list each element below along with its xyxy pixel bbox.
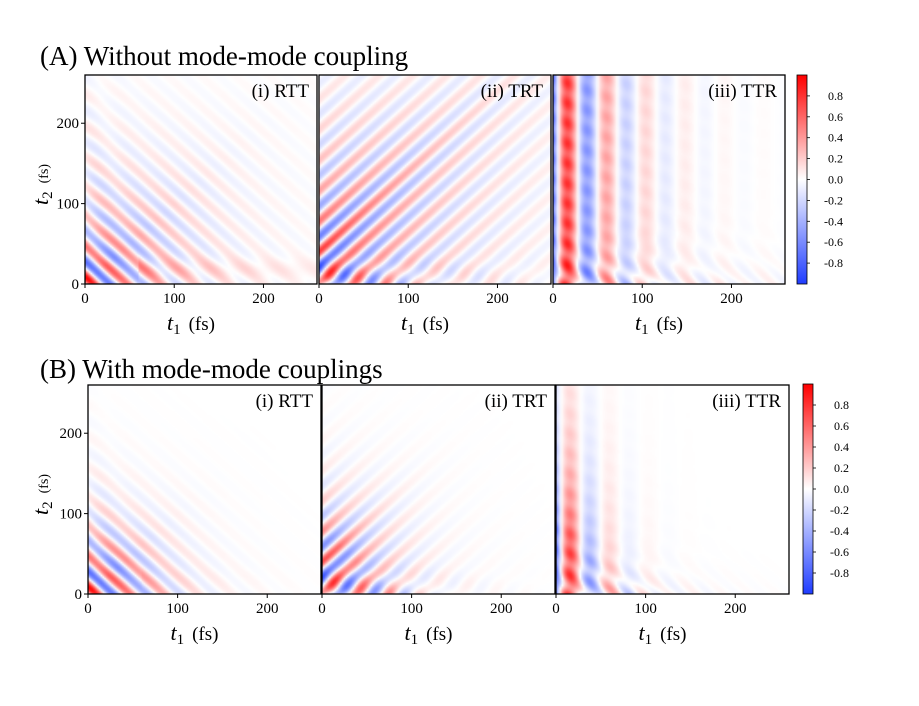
x-tick-label: 0: [552, 601, 560, 617]
x-axis-label: t1 (fs): [635, 310, 683, 338]
x-tick-label: 100: [400, 601, 423, 617]
x-tick-label: 100: [166, 601, 189, 617]
plot-frame: [552, 74, 786, 285]
x-tick-label: 100: [163, 291, 186, 307]
heatmap-panel-trt: (ii) TRT 0 100 200 t1 (fs): [315, 74, 552, 338]
x-tick-label: 200: [256, 601, 279, 617]
x-tick-label: 100: [397, 291, 420, 307]
x-tick-label: 100: [631, 291, 654, 307]
plot-frame: [84, 74, 318, 285]
colorbar-tick-label: -0.8: [830, 566, 849, 580]
colorbar-tick-label: -0.6: [830, 545, 849, 559]
heatmap-image: [322, 385, 555, 594]
colorbar-tick-label: 0.6: [828, 110, 843, 124]
plot-frame: [555, 384, 790, 595]
figure-row-a: (A) Without mode-mode coupling (i) RTT 0 10…: [28, 41, 843, 338]
colorbar-tick-label: 0.4: [834, 440, 849, 454]
heatmap-panel-ttr: (iii) TTR 0 100 200 t1 (fs): [549, 74, 786, 338]
heatmap-panel-rtt: (i) RTT 0 100 200 t1 (fs) 0 100 200 t2(fs): [28, 74, 318, 338]
colorbar-tick-label: -0.4: [830, 524, 849, 538]
panel-label: (iii) TTR: [712, 391, 781, 412]
y-tick-label: 200: [60, 426, 83, 442]
panel-label: (iii) TTR: [708, 81, 777, 102]
x-tick-label: 200: [490, 601, 513, 617]
colorbar-tick-label: -0.4: [824, 214, 843, 228]
colorbar-tick-label: 0.8: [834, 398, 849, 412]
colorbar-tick-label: -0.8: [824, 256, 843, 270]
x-tick-label: 0: [318, 601, 326, 617]
colorbar: 0.8 0.6 0.4 0.2 0.0 -0.2 -0.4 -0.6 -0.8: [802, 383, 849, 595]
colorbar-tick-label: 0.0: [834, 482, 849, 496]
heatmap-image: [319, 75, 551, 284]
heatmap-image: [553, 75, 785, 284]
figure-row-b: (B) With mode-mode couplings (i) RTT 0 100 2…: [28, 354, 849, 648]
colorbar-gradient: [802, 383, 814, 595]
y-axis-label: t2(fs): [28, 164, 56, 205]
x-axis-label: t1 (fs): [167, 310, 215, 338]
x-axis-label: t1 (fs): [638, 620, 686, 648]
y-tick-label: 200: [57, 116, 80, 132]
row-title: (A) Without mode-mode coupling: [40, 41, 408, 71]
x-tick-label: 0: [84, 601, 92, 617]
colorbar-tick-label: 0.0: [828, 173, 843, 187]
x-axis-label: t1 (fs): [170, 620, 218, 648]
colorbar-tick-label: 0.2: [834, 461, 849, 475]
heatmap-image: [556, 385, 789, 594]
colorbar-tick-label: -0.2: [830, 503, 849, 517]
x-tick-label: 200: [486, 291, 509, 307]
x-tick-label: 200: [724, 601, 747, 617]
row-title: (B) With mode-mode couplings: [40, 354, 383, 384]
panel-label: (ii) TRT: [481, 81, 544, 102]
y-tick-label: 100: [60, 507, 83, 523]
y-axis-label: t2(fs): [28, 474, 56, 515]
heatmap-image: [88, 385, 321, 594]
x-tick-label: 0: [315, 291, 323, 307]
colorbar-tick-label: -0.6: [824, 235, 843, 249]
x-tick-label: 200: [720, 291, 743, 307]
x-axis-label: t1 (fs): [404, 620, 452, 648]
panel-label: (i) RTT: [256, 391, 314, 412]
heatmap-panel-rtt: (i) RTT 0 100 200 t1 (fs) 0 100 200 t2(fs): [28, 384, 322, 648]
x-axis-label: t1 (fs): [401, 310, 449, 338]
plot-frame: [321, 384, 556, 595]
x-tick-label: 0: [81, 291, 89, 307]
plot-frame: [87, 384, 322, 595]
colorbar-tick-label: 0.2: [828, 152, 843, 166]
colorbar-tick-label: 0.6: [834, 419, 849, 433]
colorbar-tick-label: -0.2: [824, 193, 843, 207]
panel-label: (ii) TRT: [485, 391, 548, 412]
plot-frame: [318, 74, 552, 285]
colorbar-tick-label: 0.8: [828, 89, 843, 103]
y-tick-label: 0: [75, 587, 83, 603]
y-tick-label: 0: [72, 277, 80, 293]
x-tick-label: 100: [634, 601, 657, 617]
colorbar-gradient: [796, 74, 808, 285]
colorbar: 0.8 0.6 0.4 0.2 0.0 -0.2 -0.4 -0.6 -0.8: [796, 74, 843, 285]
panel-label: (i) RTT: [252, 81, 310, 102]
x-tick-label: 200: [252, 291, 275, 307]
colorbar-tick-label: 0.4: [828, 131, 843, 145]
heatmap-panel-trt: (ii) TRT 0 100 200 t1 (fs): [318, 384, 556, 648]
heatmap-image: [85, 75, 317, 284]
y-tick-label: 100: [57, 197, 80, 213]
x-tick-label: 0: [549, 291, 557, 307]
heatmap-panel-ttr: (iii) TTR 0 100 200 t1 (fs): [552, 384, 790, 648]
